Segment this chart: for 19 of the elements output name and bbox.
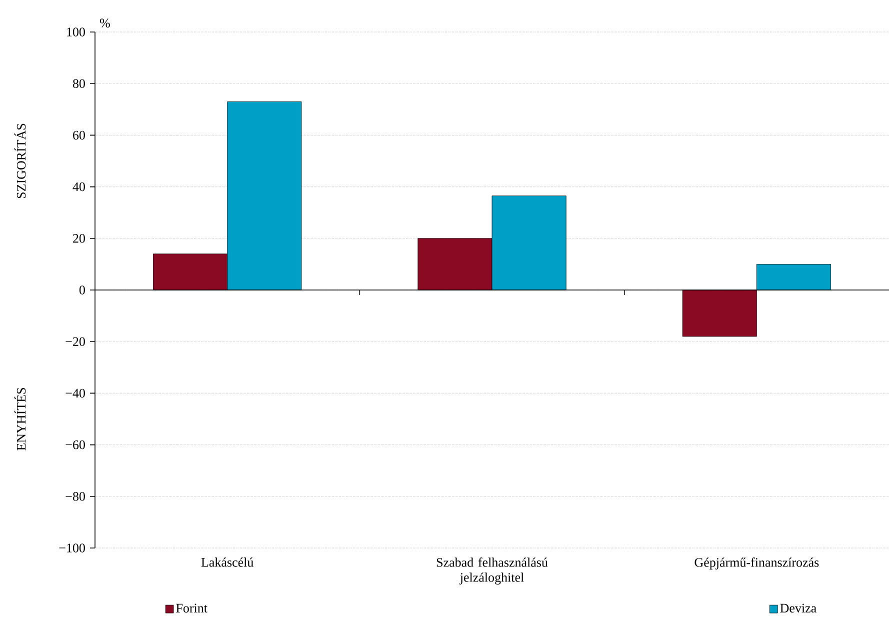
y-tick-label: −20: [66, 337, 85, 346]
y-tick-label: 40: [72, 182, 85, 192]
legend-label: Deviza: [780, 604, 816, 613]
y-tick-label: 60: [73, 130, 85, 140]
y-tick-label: 80: [72, 79, 85, 88]
x-tick-label: Gépjármű-finanszírozás: [694, 558, 819, 570]
x-tick-label: Lakáscélú: [201, 558, 254, 567]
y-tick-label: −100: [59, 544, 85, 552]
text: ENYHÍTÉS: [14, 388, 26, 450]
y-tick-label: −80: [66, 492, 85, 501]
y-axis-title: %: [100, 18, 110, 28]
y-tick-label: −60: [66, 440, 85, 450]
y-tick-label: 0: [79, 286, 85, 294]
y-tick-label: 100: [67, 28, 85, 36]
y-tick-label: 20: [73, 234, 85, 243]
y-tick-label: −40: [66, 388, 85, 398]
legend-label: Forint: [176, 604, 208, 613]
x-tick-label: Szabad felhasználású jelzáloghitel: [436, 558, 548, 584]
text: SZIGORÍTÁS: [14, 124, 26, 198]
